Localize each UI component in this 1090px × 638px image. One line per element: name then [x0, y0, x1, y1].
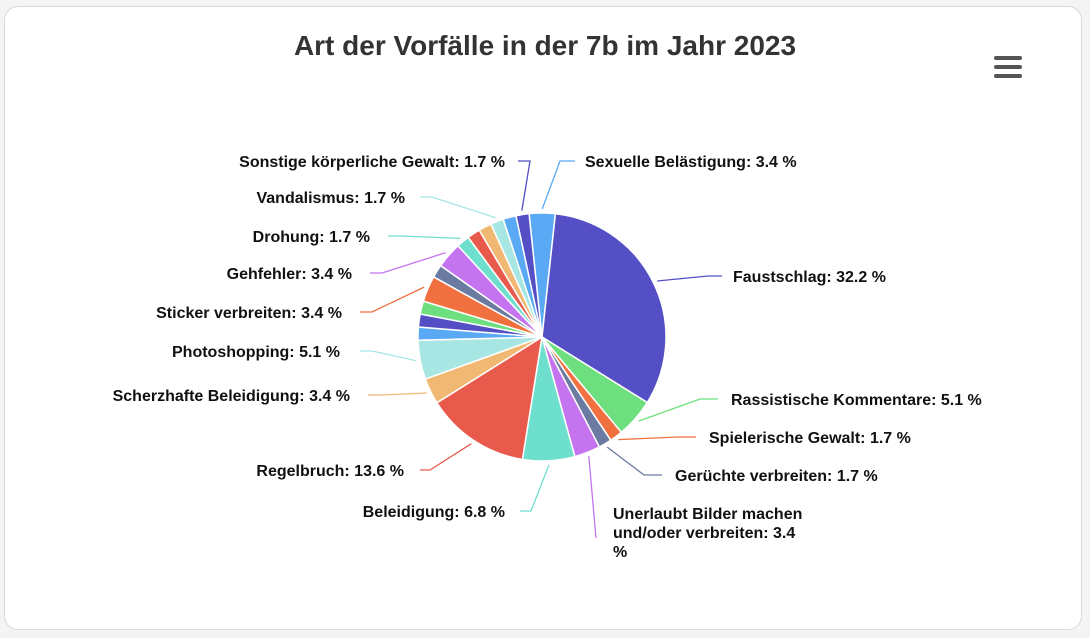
slice-label: Sexuelle Belästigung: 3.4 % [585, 154, 797, 171]
slice-label: Faustschlag: 32.2 % [733, 269, 886, 286]
menu-bar-icon [994, 74, 1022, 78]
pie-slice[interactable] [541, 212, 667, 404]
slice-connector [520, 464, 550, 512]
slice-connector [360, 286, 425, 313]
slice-connector [657, 275, 722, 282]
slice-connector [420, 196, 496, 219]
pie-slice[interactable] [436, 336, 543, 461]
slice-label: Drohung: 1.7 % [253, 229, 370, 246]
slice-label: Sticker verbreiten: 3.4 % [156, 305, 342, 322]
slice-label: Regelbruch: 13.6 % [256, 463, 404, 480]
hamburger-menu-icon[interactable] [990, 52, 1026, 82]
slice-connector [370, 251, 446, 274]
slice-label: Gerüchte verbreiten: 1.7 % [675, 468, 878, 485]
pie-slice[interactable] [515, 212, 543, 338]
slice-connector [588, 456, 597, 539]
slice-label: Spielerische Gewalt: 1.7 % [709, 430, 911, 447]
chart-title: Art der Vorfälle in der 7b im Jahr 2023 [293, 30, 797, 61]
slice-label: Rassistische Kommentare: 5.1 % [731, 392, 982, 409]
slice-label: Sonstige körperliche Gewalt: 1.7 % [239, 154, 505, 171]
slice-connector [518, 160, 531, 211]
slice-connector [638, 398, 718, 422]
slice-label: Photoshopping: 5.1 % [172, 344, 340, 361]
slice-label: Gehfehler: 3.4 % [227, 266, 352, 283]
slice-label: Vandalismus: 1.7 % [256, 190, 405, 207]
slice-label: Scherzhafte Beleidigung: 3.4 % [113, 388, 350, 405]
slice-connector [360, 350, 417, 362]
slice-connector [541, 160, 575, 210]
slice-label: Unerlaubt Bilder machen und/oder verbreit… [613, 506, 802, 561]
slice-connector [606, 446, 662, 476]
slice-connector [420, 443, 472, 471]
slice-label: Beleidigung: 6.8 % [363, 504, 505, 521]
slice-connector [618, 436, 696, 441]
slice-connector [388, 235, 461, 240]
slice-connector [368, 392, 427, 396]
menu-bar-icon [994, 65, 1022, 69]
menu-bar-icon [994, 56, 1022, 60]
